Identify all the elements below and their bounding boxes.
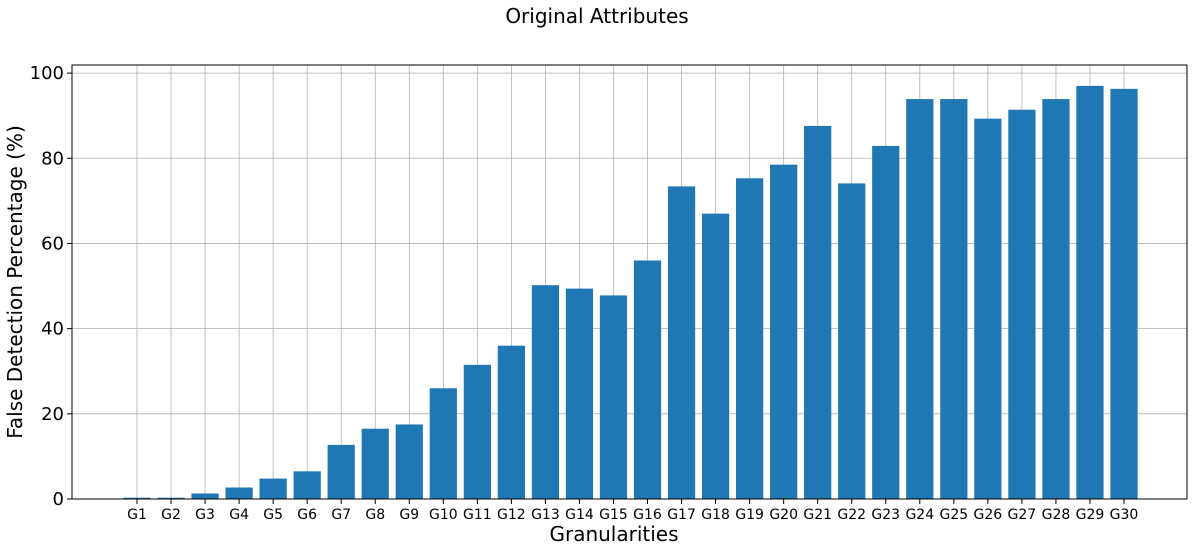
x-tick-label: G15 — [599, 507, 628, 523]
bar-g1 — [123, 497, 151, 499]
x-tick-label: G17 — [667, 507, 696, 523]
bar-g28 — [1042, 99, 1070, 499]
bar-g6 — [293, 471, 321, 499]
bars — [123, 85, 1138, 500]
bar-g5 — [259, 478, 287, 499]
chart-title: Original Attributes — [505, 4, 688, 28]
y-tick-label: 80 — [41, 148, 64, 169]
x-tick-label: G2 — [161, 507, 181, 523]
x-tick-label: G4 — [229, 507, 249, 523]
plot-frame — [71, 64, 1188, 500]
bar-g15 — [599, 295, 628, 499]
bar-g29 — [1076, 85, 1104, 499]
x-tick-label: G21 — [803, 507, 832, 523]
bar-g19 — [736, 178, 764, 500]
x-tick-label: G30 — [1110, 507, 1139, 523]
axis-ticks: 0 20 40 60 80 100 G1 G2 G3 G4 G5 G6 G7 G8 G9 G10 G11 G12 G… — [30, 63, 1139, 523]
bar-g7 — [327, 444, 355, 499]
x-tick-label: G1 — [127, 507, 147, 523]
bar-g18 — [701, 213, 730, 500]
x-tick-label: G12 — [497, 507, 526, 523]
x-tick-label: G20 — [769, 507, 798, 523]
bar-g30 — [1110, 88, 1138, 500]
x-tick-label: G23 — [871, 507, 900, 523]
bar-g4 — [225, 487, 253, 499]
bar-g22 — [838, 183, 866, 500]
x-tick-label: G6 — [297, 507, 317, 523]
bar-g20 — [770, 164, 798, 499]
bar-g13 — [531, 285, 560, 499]
y-axis-label: False Detection Percentage (%) — [3, 125, 27, 439]
x-tick-label: G11 — [463, 507, 492, 523]
x-axis-label: Granularities — [549, 522, 678, 546]
bar-g27 — [1008, 109, 1036, 500]
x-tick-label: G26 — [974, 507, 1003, 523]
bar-g3 — [191, 493, 219, 499]
bar-g2 — [157, 497, 185, 499]
x-tick-label: G19 — [735, 507, 764, 523]
x-tick-label: G29 — [1076, 507, 1105, 523]
x-tick-label: G18 — [701, 507, 730, 523]
bar-g12 — [497, 345, 525, 499]
bar-g21 — [804, 125, 832, 499]
bar-g17 — [667, 186, 696, 499]
y-tick-label: 40 — [41, 319, 64, 340]
x-tick-label: G28 — [1042, 507, 1071, 523]
bar-g24 — [906, 99, 934, 499]
x-tick-label: G22 — [837, 507, 866, 523]
x-tick-label: G8 — [365, 507, 385, 523]
y-tick-label: 60 — [41, 233, 64, 254]
x-tick-label: G7 — [331, 507, 351, 523]
bar-g10 — [429, 388, 457, 499]
bar-g25 — [940, 99, 968, 499]
x-tick-label: G27 — [1008, 507, 1037, 523]
x-tick-label: G9 — [399, 507, 419, 523]
y-tick-label: 100 — [30, 63, 64, 84]
bar-g8 — [361, 428, 389, 499]
bar-g9 — [395, 424, 423, 499]
x-tick-label: G24 — [905, 507, 934, 523]
x-tick-label: G25 — [939, 507, 968, 523]
x-tick-label: G14 — [565, 507, 594, 523]
x-tick-label: G3 — [195, 507, 215, 523]
x-tick-label: G10 — [429, 507, 458, 523]
x-tick-label: G5 — [263, 507, 283, 523]
bar-g26 — [974, 118, 1002, 500]
x-tick-label: G13 — [531, 507, 560, 523]
bar-g11 — [463, 364, 491, 499]
x-tick-label: G16 — [633, 507, 662, 523]
y-tick-label: 0 — [53, 489, 64, 510]
bar-g16 — [633, 260, 662, 499]
bar-g23 — [872, 145, 900, 499]
bar-g14 — [565, 288, 594, 499]
y-tick-label: 20 — [41, 404, 64, 425]
